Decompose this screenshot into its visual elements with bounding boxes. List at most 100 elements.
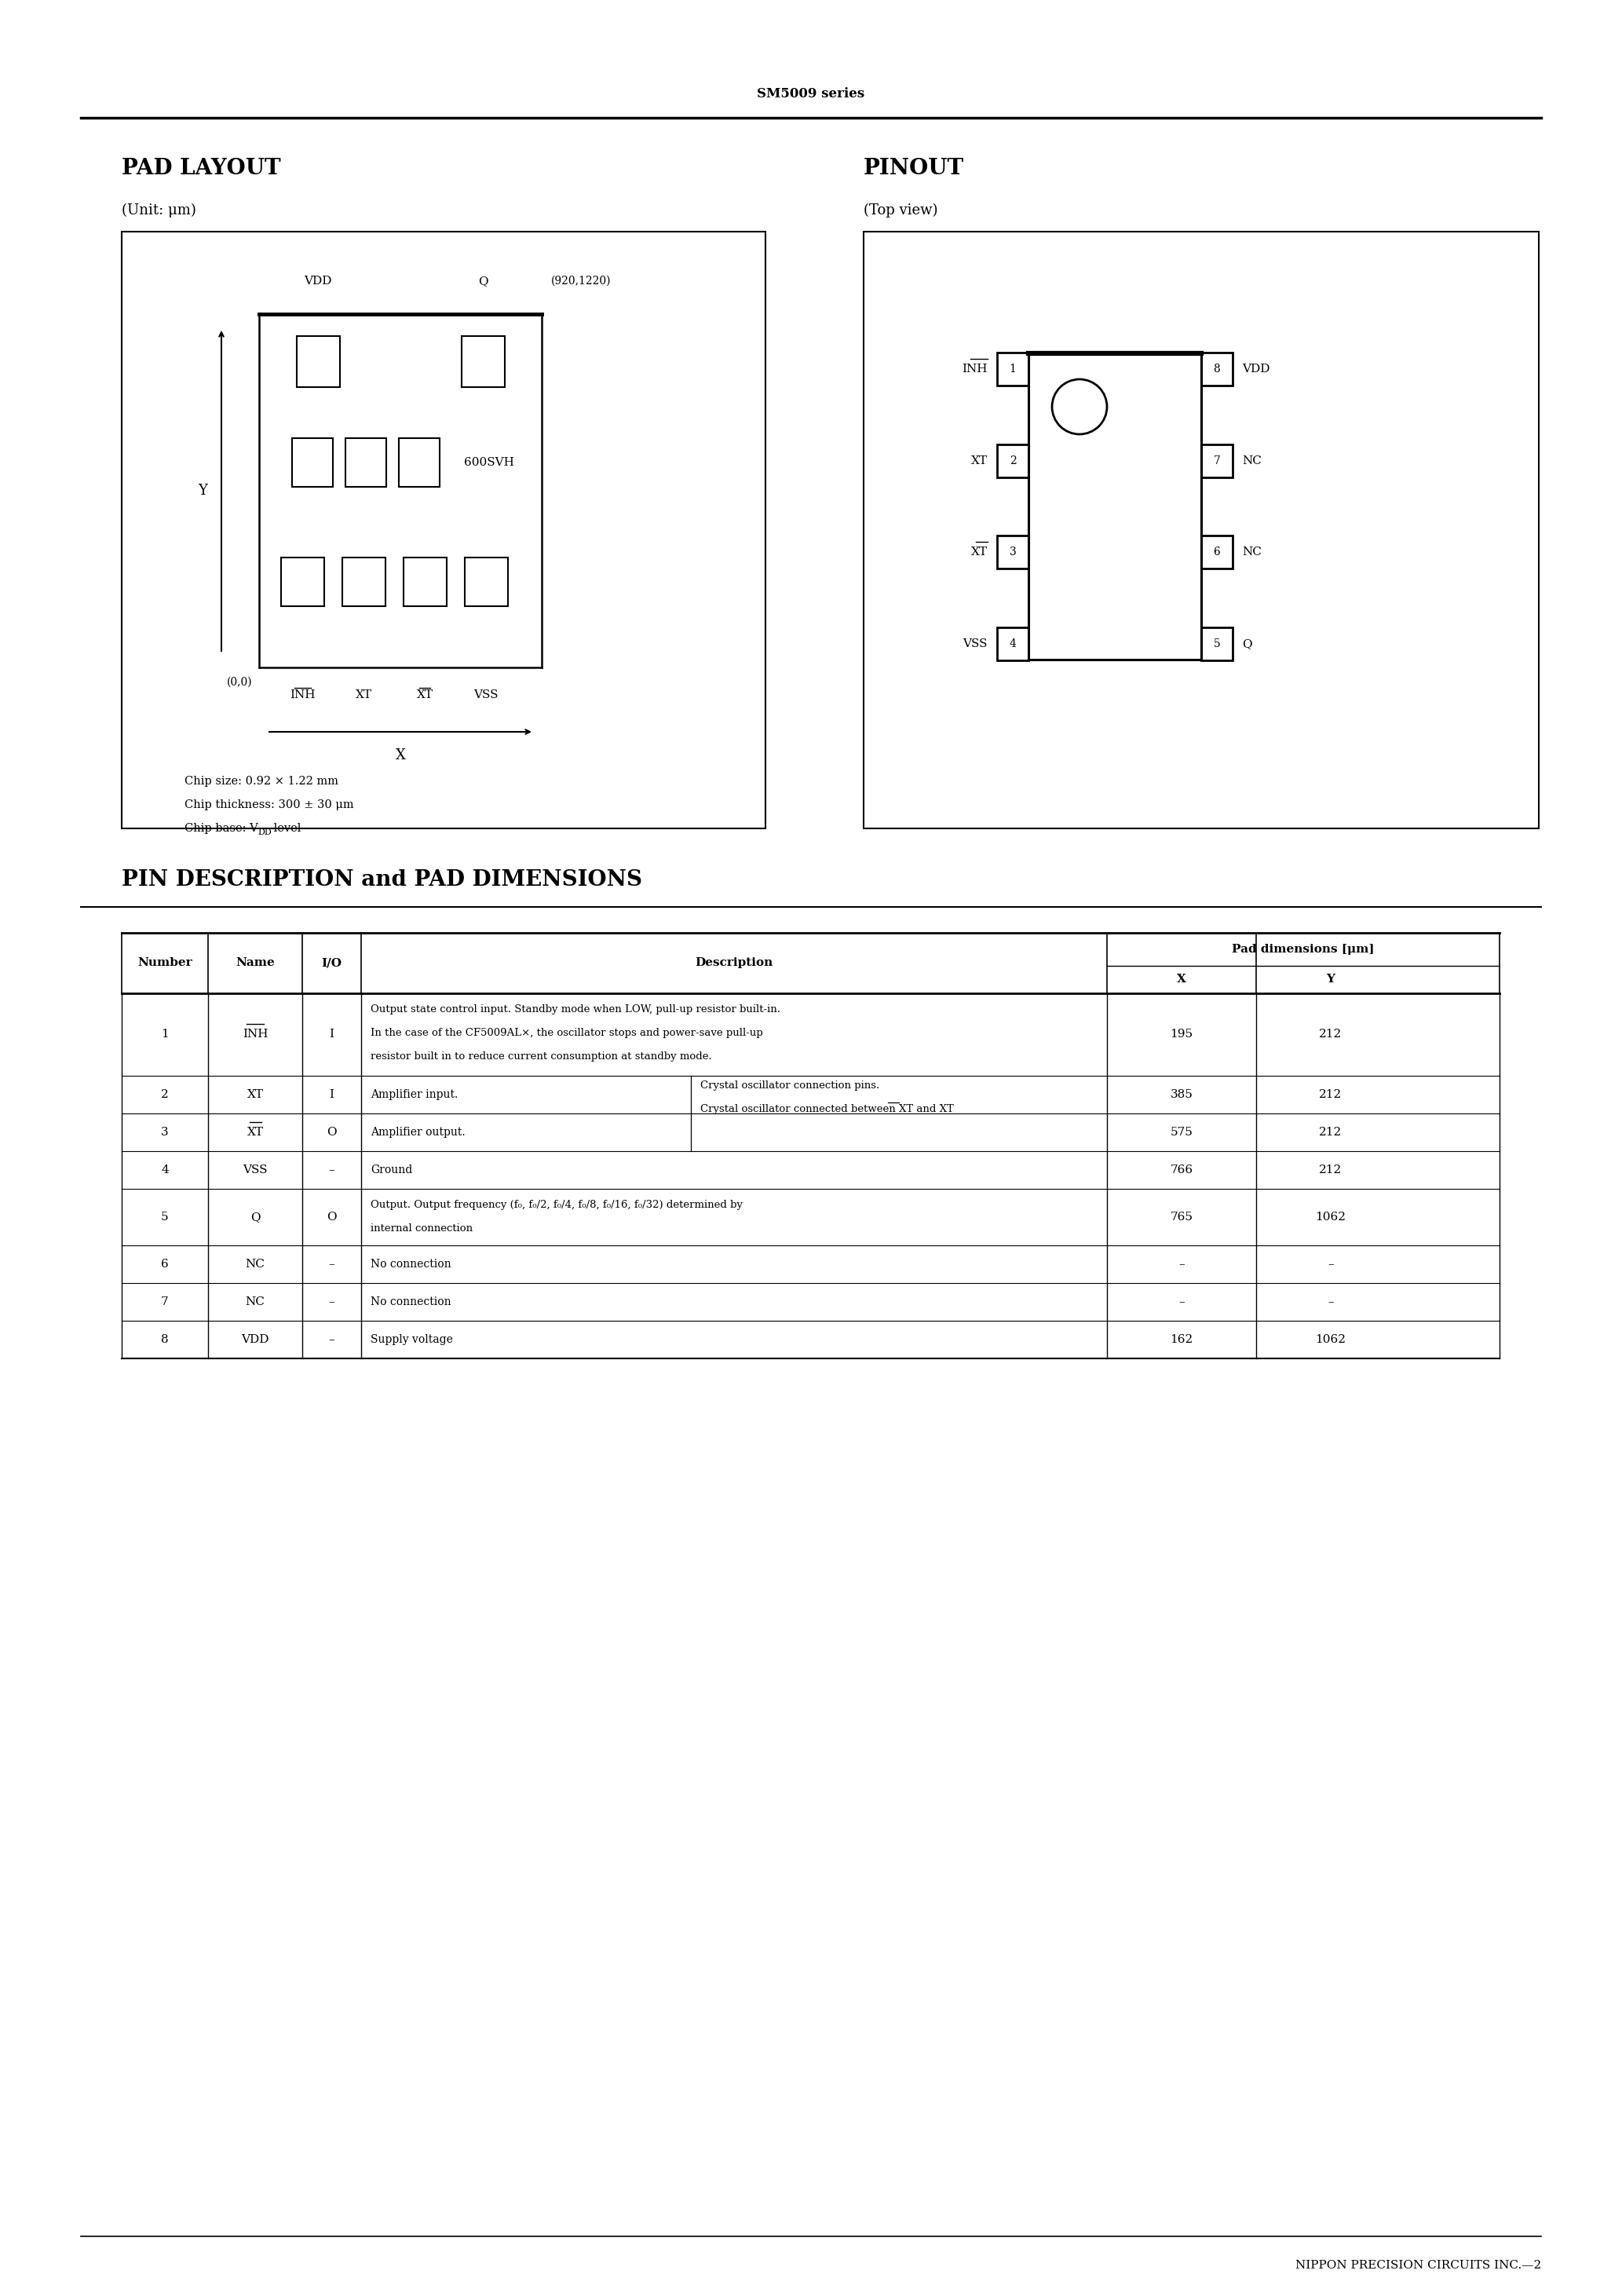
Text: 1: 1 — [161, 1029, 169, 1040]
Text: 3: 3 — [161, 1127, 169, 1139]
Text: I: I — [329, 1029, 334, 1040]
Text: 2: 2 — [161, 1088, 169, 1100]
Text: 4: 4 — [161, 1164, 169, 1176]
Text: Name: Name — [235, 957, 274, 969]
Text: Chip thickness: 300 ± 30 μm: Chip thickness: 300 ± 30 μm — [185, 799, 354, 810]
Bar — [1202, 354, 1233, 386]
Bar — [297, 335, 341, 388]
Text: X: X — [396, 748, 406, 762]
Text: 7: 7 — [161, 1297, 169, 1306]
Text: XT: XT — [247, 1088, 263, 1100]
Text: 6: 6 — [161, 1258, 169, 1270]
Text: 1062: 1062 — [1315, 1212, 1346, 1221]
Text: –: – — [1328, 1258, 1333, 1270]
Text: 766: 766 — [1169, 1164, 1194, 1176]
Text: Ground: Ground — [370, 1164, 412, 1176]
Text: I: I — [329, 1088, 334, 1100]
Text: –: – — [328, 1334, 334, 1345]
Text: PIN DESCRIPTION and PAD DIMENSIONS: PIN DESCRIPTION and PAD DIMENSIONS — [122, 868, 642, 891]
Text: 195: 195 — [1169, 1029, 1194, 1040]
Text: Amplifier output.: Amplifier output. — [370, 1127, 466, 1139]
Bar — [1202, 535, 1233, 569]
Text: NC: NC — [1242, 455, 1262, 466]
Text: –: – — [328, 1164, 334, 1176]
Text: Pad dimensions [μm]: Pad dimensions [μm] — [1233, 944, 1374, 955]
Bar — [342, 558, 386, 606]
Bar — [1202, 627, 1233, 661]
Text: Crystal oscillator connection pins.: Crystal oscillator connection pins. — [701, 1081, 879, 1091]
Bar — [863, 232, 1539, 829]
Text: VSS: VSS — [243, 1164, 268, 1176]
Text: (Top view): (Top view) — [863, 204, 938, 218]
Text: 212: 212 — [1319, 1127, 1343, 1139]
Text: VDD: VDD — [303, 276, 333, 287]
Text: O: O — [326, 1212, 336, 1221]
Text: –: – — [328, 1258, 334, 1270]
Bar — [998, 354, 1028, 386]
Text: PAD LAYOUT: PAD LAYOUT — [122, 158, 281, 179]
Text: Y: Y — [1327, 974, 1335, 985]
Text: Q: Q — [1242, 638, 1252, 650]
Text: 600SVH: 600SVH — [464, 457, 514, 468]
Text: XT: XT — [417, 689, 433, 700]
Text: VDD: VDD — [1242, 363, 1270, 374]
Text: Supply voltage: Supply voltage — [370, 1334, 453, 1345]
Bar — [466, 558, 508, 606]
Text: Chip size: 0.92 × 1.22 mm: Chip size: 0.92 × 1.22 mm — [185, 776, 339, 788]
Text: –: – — [1179, 1258, 1184, 1270]
Text: Description: Description — [696, 957, 774, 969]
Text: I/O: I/O — [321, 957, 342, 969]
Text: NIPPON PRECISION CIRCUITS INC.—2: NIPPON PRECISION CIRCUITS INC.—2 — [1296, 2259, 1541, 2271]
Text: 765: 765 — [1169, 1212, 1192, 1221]
Text: 212: 212 — [1319, 1164, 1343, 1176]
Bar — [399, 439, 440, 487]
Text: (0,0): (0,0) — [227, 677, 253, 689]
Text: INH: INH — [289, 689, 315, 700]
Bar — [345, 439, 386, 487]
Bar — [404, 558, 446, 606]
Text: 1062: 1062 — [1315, 1334, 1346, 1345]
Text: XT: XT — [972, 546, 988, 558]
Text: Q: Q — [250, 1212, 260, 1221]
Text: XT: XT — [972, 455, 988, 466]
Text: INH: INH — [242, 1029, 268, 1040]
Text: X: X — [1178, 974, 1186, 985]
Text: DD: DD — [258, 829, 271, 836]
Text: No connection: No connection — [370, 1297, 451, 1306]
Text: internal connection: internal connection — [370, 1224, 472, 1233]
Text: Chip base: V: Chip base: V — [185, 822, 258, 833]
Text: Q: Q — [478, 276, 488, 287]
Text: VSS: VSS — [474, 689, 498, 700]
Text: 385: 385 — [1169, 1088, 1192, 1100]
Text: –: – — [1328, 1297, 1333, 1306]
Text: 212: 212 — [1319, 1088, 1343, 1100]
Bar — [462, 335, 504, 388]
Text: resistor built in to reduce current consumption at standby mode.: resistor built in to reduce current cons… — [370, 1052, 712, 1061]
Text: 162: 162 — [1169, 1334, 1194, 1345]
Text: (920,1220): (920,1220) — [551, 276, 611, 287]
Text: Crystal oscillator connected between XT and XT: Crystal oscillator connected between XT … — [701, 1104, 954, 1114]
Text: (Unit: μm): (Unit: μm) — [122, 204, 196, 218]
Text: XT: XT — [247, 1127, 263, 1139]
Bar — [998, 627, 1028, 661]
Bar — [122, 232, 766, 829]
Text: 8: 8 — [161, 1334, 169, 1345]
Text: Output state control input. Standby mode when LOW, pull-up resistor built-in.: Output state control input. Standby mode… — [370, 1003, 780, 1015]
Text: 2: 2 — [1009, 455, 1017, 466]
Text: O: O — [326, 1127, 336, 1139]
Bar — [998, 443, 1028, 478]
Text: 7: 7 — [1213, 455, 1220, 466]
Text: 6: 6 — [1213, 546, 1220, 558]
Bar — [1202, 443, 1233, 478]
Text: Output. Output frequency (f₀, f₀/2, f₀/4, f₀/8, f₀/16, f₀/32) determined by: Output. Output frequency (f₀, f₀/2, f₀/4… — [370, 1201, 743, 1210]
Text: –: – — [1179, 1297, 1184, 1306]
Text: 8: 8 — [1213, 363, 1220, 374]
Text: Number: Number — [138, 957, 191, 969]
Bar — [292, 439, 333, 487]
Text: 5: 5 — [161, 1212, 169, 1221]
Text: 3: 3 — [1009, 546, 1017, 558]
Circle shape — [1053, 379, 1106, 434]
Text: NC: NC — [245, 1297, 264, 1306]
Text: NC: NC — [1242, 546, 1262, 558]
Text: 4: 4 — [1009, 638, 1017, 650]
